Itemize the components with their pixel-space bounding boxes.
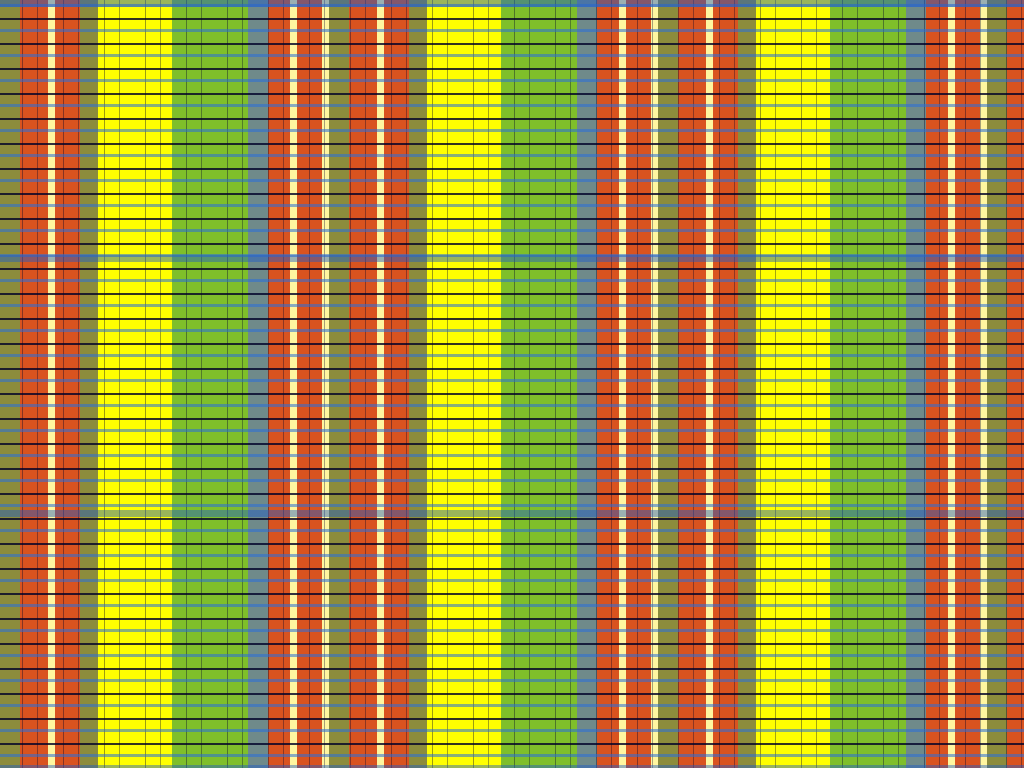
horizontal-bands <box>0 0 1024 768</box>
plaid-wallpaper <box>0 0 1024 768</box>
horizontal-threads <box>0 0 1024 768</box>
desktop <box>0 0 1024 768</box>
